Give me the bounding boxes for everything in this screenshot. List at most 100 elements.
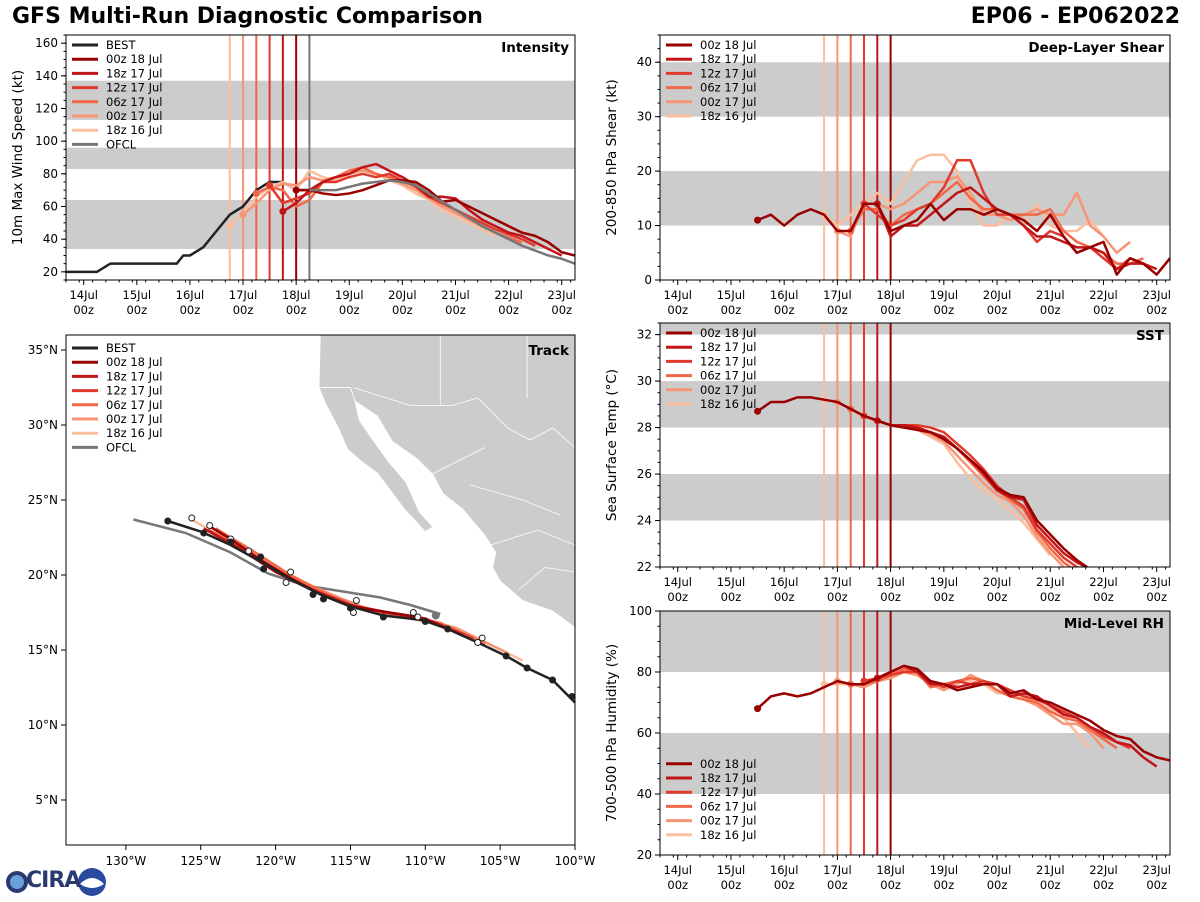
track-best-point [523,664,531,672]
shear-panel: 01020304014Jul00z15Jul00z16Jul00z17Jul00… [604,34,1171,317]
shear-xtick-label-hour: 00z [987,303,1008,317]
sst-xtick-label-hour: 00z [880,590,901,604]
rh-ytick-label: 40 [637,787,652,801]
shear-xtick-label-hour: 00z [1146,303,1167,317]
track-xtick-label: 100°W [555,854,596,868]
sst-xtick-label-hour: 00z [987,590,1008,604]
intensity-ytick-label: 40 [43,232,58,246]
rh-xtick-label: 16Jul [770,863,799,877]
track-legend-label: 12z 17 Jul [106,384,163,398]
sst-xtick-label: 21Jul [1036,575,1065,589]
sst-ytick-label: 24 [637,514,652,528]
track-forecast-point [474,639,482,646]
shear-xtick-label-hour: 00z [880,303,901,317]
state-border [353,387,575,448]
intensity-series-18z-17-jul [282,162,563,257]
track-best-line [167,519,575,704]
track-xtick-label: 120°W [255,854,296,868]
track-best-point [502,652,510,660]
shear-xtick-label: 22Jul [1089,288,1118,302]
shear-xtick-label: 21Jul [1036,288,1065,302]
track-forecast-point [414,613,422,621]
intensity-xtick-label: 20Jul [388,288,417,302]
intensity-init-point [252,189,260,197]
sst-ytick-label: 26 [637,467,652,481]
track-best-point [319,595,327,603]
track-ytick-label: 30°N [28,418,58,432]
rh-xtick-label-hour: 00z [987,878,1008,892]
shear-ytick-label: 30 [637,110,652,124]
rh-xtick-label: 15Jul [717,863,746,877]
state-border [470,484,561,516]
track-frame [65,334,576,846]
track-forecast-point [478,634,486,642]
intensity-init-point [292,186,300,194]
track-ytick-label: 15°N [28,643,58,657]
rh-series-18z-17-jul [876,664,1158,768]
sst-xtick-label: 16Jul [770,575,799,589]
intensity-legend-label: 06z 17 Jul [106,95,163,109]
track-ytick-label: 35°N [28,343,58,357]
track-forecast-point [188,514,196,522]
intensity-ylabel: 10m Max Wind Speed (kt) [10,70,26,245]
track-forecast-point [206,522,214,529]
intensity-ytick-label: 60 [43,200,58,214]
shear-band-0 [660,171,1170,226]
rh-ytick-label: 20 [637,848,652,862]
shear-xtick-label: 19Jul [930,288,959,302]
sst-xtick-label-hour: 00z [1146,590,1167,604]
intensity-legend-label: OFCL [106,137,137,151]
intensity-xtick-label-hour: 00z [445,303,466,317]
intensity-xtick-label-hour: 00z [233,303,254,317]
intensity-xtick-label: 18Jul [282,288,311,302]
shear-legend-label: 00z 18 Jul [700,38,757,52]
intensity-xtick-label-hour: 00z [73,303,94,317]
intensity-band-1 [66,147,575,169]
state-border [517,567,575,591]
rh-xtick-label: 18Jul [876,863,905,877]
rh-xtick-label-hour: 00z [667,878,688,892]
rh-series-00z-18-jul [756,664,1170,762]
intensity-legend-label: 18z 16 Jul [106,123,163,137]
track-forecast-point [409,609,417,616]
sst-ytick-label: 22 [637,560,652,574]
rh-xtick-label-hour: 00z [1040,878,1061,892]
sst-xtick-label-hour: 00z [933,590,954,604]
rh-legend-label: 18z 17 Jul [700,771,757,785]
intensity-xtick-label-hour: 00z [180,303,201,317]
track-xtick-label: 105°W [480,854,521,868]
rh-xtick-label-hour: 00z [880,878,901,892]
rh-init-point [754,705,762,713]
track-ytick-label: 25°N [28,493,58,507]
track-best-point [568,693,575,700]
sst-xtick-label-hour: 00z [1093,590,1114,604]
sst-series-00z-18-jul [756,396,1090,567]
rh-ylabel: 700-500 hPa Humidity (%) [604,644,620,822]
track-forecast-point [287,568,295,576]
track-forecast-point [352,597,360,604]
rh-xtick-label: 19Jul [930,863,959,877]
rh-xtick-label: 22Jul [1089,863,1118,877]
rh-panel: 2040608010014Jul00z15Jul00z16Jul00z17Jul… [604,604,1171,892]
sst-legend-label: 12z 17 Jul [700,354,757,368]
sst-xtick-label-hour: 00z [667,590,688,604]
page-title: GFS Multi-Run Diagnostic Comparison [12,4,483,29]
shear-xtick-label: 17Jul [823,288,852,302]
intensity-xtick-label-hour: 00z [551,303,572,317]
track-best-point [346,604,354,612]
shear-xtick-label-hour: 00z [1040,303,1061,317]
track-best-point [549,676,557,684]
rh-xtick-label-hour: 00z [1146,878,1167,892]
rh-title: Mid-Level RH [1064,616,1164,632]
shear-ytick-label: 10 [637,219,652,233]
shear-legend-label: 18z 16 Jul [700,109,757,123]
rh-xtick-label: 23Jul [1142,863,1171,877]
track-panel: 130°W 125°W 120°W 115°W 110°W 105°W 100°W 5°N 10… [28,334,596,868]
track-best-point [260,565,268,573]
track-ofcl-line [133,518,441,616]
rh-band-1 [660,611,1170,672]
shear-xtick-label-hour: 00z [1093,303,1114,317]
rh-xtick-label-hour: 00z [721,878,742,892]
shear-xtick-label: 14Jul [663,288,692,302]
